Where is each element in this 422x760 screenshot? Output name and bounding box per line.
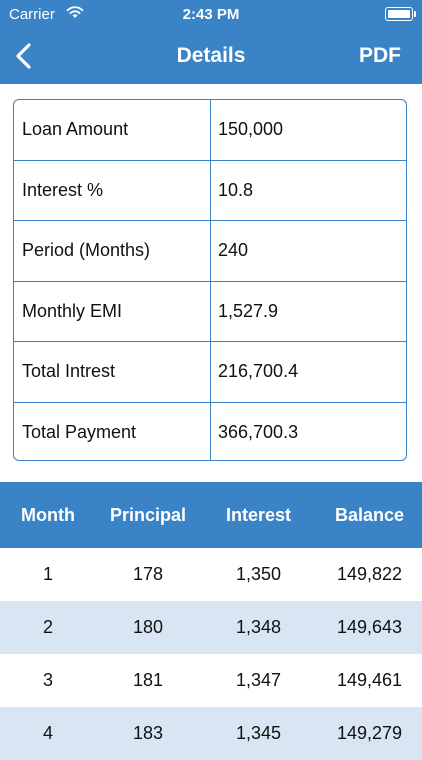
cell-principal: 180 <box>132 617 164 637</box>
summary-value: 10.8 <box>218 179 254 200</box>
summary-label: Interest % <box>14 160 211 220</box>
battery-icon <box>385 7 416 21</box>
summary-value: 216,700.4 <box>218 361 299 382</box>
summary-value: 1,527.9 <box>218 300 279 321</box>
table-row: 3 181 1,347 149,461 <box>0 654 422 707</box>
cell-principal: 178 <box>132 564 164 584</box>
column-header-principal: Principal <box>109 504 187 525</box>
summary-row: Loan Amount 150,000 <box>14 100 406 161</box>
cell-balance: 149,279 <box>336 723 403 743</box>
cell-interest: 1,350 <box>235 564 282 584</box>
cell-month: 1 <box>42 564 53 584</box>
table-row: 2 180 1,348 149,643 <box>0 601 422 654</box>
cell-month: 4 <box>42 723 53 743</box>
summary-label: Total Intrest <box>14 342 211 402</box>
schedule-header: Month Principal Interest Balance <box>0 482 422 548</box>
summary-row: Interest % 10.8 <box>14 160 406 221</box>
chevron-left-icon[interactable] <box>10 41 40 71</box>
navigation-bar: Details PDF <box>0 28 422 84</box>
summary-value: 366,700.3 <box>218 422 299 443</box>
summary-label: Period (Months) <box>14 221 211 281</box>
summary-row: Monthly EMI 1,527.9 <box>14 281 406 342</box>
cell-balance: 149,822 <box>336 564 403 584</box>
summary-row: Total Intrest 216,700.4 <box>14 342 406 403</box>
cell-interest: 1,348 <box>235 617 282 637</box>
column-header-balance: Balance <box>334 504 405 525</box>
column-header-interest: Interest <box>225 504 292 525</box>
summary-value: 240 <box>218 240 249 261</box>
status-time: 2:43 PM <box>182 6 240 23</box>
summary-label: Total Payment <box>14 402 211 460</box>
column-header-month: Month <box>21 504 75 525</box>
summary-row: Total Payment 366,700.3 <box>14 402 406 460</box>
cell-interest: 1,345 <box>235 723 282 743</box>
cell-month: 2 <box>42 617 53 637</box>
cell-interest: 1,347 <box>235 670 282 690</box>
summary-label: Monthly EMI <box>14 281 211 341</box>
table-row: 4 183 1,345 149,279 <box>0 707 422 760</box>
cell-balance: 149,643 <box>336 617 403 637</box>
pdf-button[interactable]: PDF <box>359 44 401 67</box>
table-row: 1 178 1,350 149,822 <box>0 548 422 601</box>
loan-summary-table: Loan Amount 150,000 Interest % 10.8 Peri… <box>13 99 407 461</box>
status-bar: Carrier 2:43 PM <box>0 0 422 28</box>
cell-month: 3 <box>42 670 53 690</box>
schedule-table: 1 178 1,350 149,822 2 180 1,348 149,643 … <box>0 548 422 760</box>
cell-principal: 183 <box>132 723 164 743</box>
summary-value: 150,000 <box>218 119 284 140</box>
wifi-icon <box>66 6 84 18</box>
cell-principal: 181 <box>132 670 164 690</box>
page-title: Details <box>176 44 246 67</box>
summary-label: Loan Amount <box>14 100 211 160</box>
cell-balance: 149,461 <box>336 670 403 690</box>
carrier-label: Carrier <box>9 6 55 23</box>
summary-row: Period (Months) 240 <box>14 221 406 282</box>
